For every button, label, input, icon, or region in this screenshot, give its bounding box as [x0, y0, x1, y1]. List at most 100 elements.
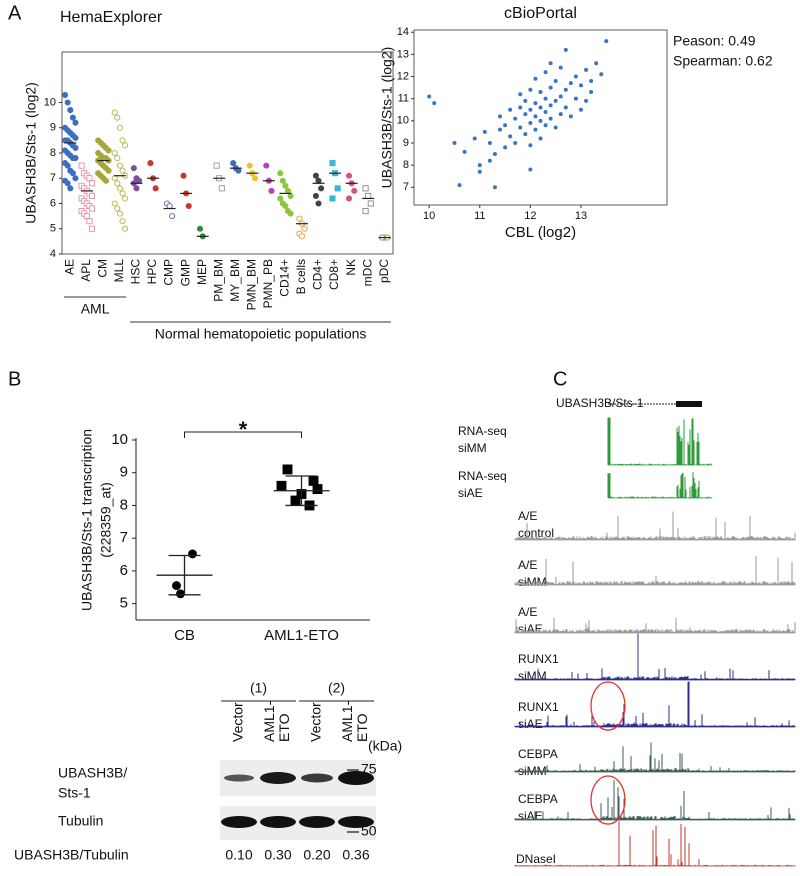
blot-band — [260, 816, 296, 828]
y-tick-label: 9 — [403, 137, 409, 149]
data-point — [558, 65, 563, 70]
blot-band — [221, 816, 257, 828]
blot-lane-label: AML1- — [339, 700, 355, 742]
y-tick-label: 10 — [111, 431, 128, 448]
data-point — [169, 213, 176, 220]
data-point — [122, 195, 129, 202]
data-point — [563, 105, 568, 110]
data-point — [543, 70, 548, 75]
signal-track — [514, 821, 796, 866]
data-point — [287, 192, 294, 199]
track-label: A/E — [518, 558, 537, 572]
blot-row-label: Tubulin — [58, 813, 103, 829]
x-tick-label: CB — [174, 627, 195, 644]
y-tick-label: 10 — [397, 115, 409, 127]
gene-exons — [676, 401, 702, 407]
data-point — [548, 85, 553, 90]
track-label: RNA-seq — [458, 469, 507, 483]
blot-lane-label: ETO — [354, 713, 370, 742]
x-tick-label: CM — [96, 259, 110, 278]
data-point — [568, 81, 573, 86]
y-tick-label: 7 — [120, 529, 128, 546]
data-point — [533, 114, 538, 119]
data-point — [64, 162, 71, 169]
x-tick-label: AML1-ETO — [264, 627, 339, 644]
track-label: A/E — [518, 605, 537, 619]
x-tick-label: MLL — [112, 259, 126, 283]
signal-track — [514, 617, 796, 633]
data-point — [111, 175, 118, 182]
data-point — [152, 185, 159, 192]
data-point — [573, 74, 578, 79]
data-point — [263, 162, 270, 169]
track-label: siAE — [518, 717, 543, 731]
x-tick-label: PM_BM — [211, 259, 225, 302]
data-point — [503, 145, 508, 150]
track-label: siAE — [518, 622, 543, 636]
track-label: siAE — [458, 486, 483, 500]
data-point — [67, 185, 74, 192]
data-point — [563, 47, 568, 52]
blot-row-label: UBASH3B/ — [58, 765, 127, 781]
data-point — [518, 105, 523, 110]
data-point — [329, 195, 336, 202]
track-label: siMM — [518, 669, 547, 683]
panel-label: B — [8, 368, 21, 390]
data-point — [102, 177, 110, 184]
panel-label: C — [553, 368, 567, 390]
y-tick-label: 12 — [397, 70, 409, 82]
data-point — [116, 124, 123, 131]
data-point — [345, 172, 353, 179]
data-point — [528, 87, 533, 92]
data-point — [111, 109, 118, 116]
data-point — [543, 109, 548, 114]
blot-unit: (kDa) — [368, 738, 402, 754]
data-point — [427, 94, 432, 99]
data-point — [218, 185, 225, 192]
blot-band — [301, 773, 333, 783]
x-tick-label: 12 — [524, 210, 536, 222]
data-point — [351, 187, 358, 194]
y-tick-label: 6 — [120, 562, 128, 579]
data-point — [114, 205, 121, 212]
x-tick-label: CD8+ — [327, 259, 341, 290]
data-point — [523, 112, 528, 117]
data-point — [553, 98, 558, 103]
y-axis-label: (228359_at) — [98, 482, 114, 558]
y-tick-label: 4 — [50, 248, 56, 260]
data-point — [116, 210, 123, 217]
data-point — [589, 90, 594, 95]
track-label: siMM — [518, 575, 547, 589]
x-tick-label: 11 — [474, 210, 485, 222]
data-point — [345, 195, 353, 202]
data-point — [578, 107, 583, 112]
data-point — [230, 160, 237, 167]
data-point — [492, 185, 497, 190]
y-tick-label: 5 — [50, 223, 56, 235]
blot-band — [338, 771, 374, 785]
data-point — [116, 185, 123, 192]
y-axis-label: UBASH3B/Sts-1 transcription — [79, 429, 95, 611]
data-point — [558, 112, 563, 117]
ratio-label: UBASH3B/Tubulin — [14, 847, 129, 863]
data-point — [315, 200, 322, 207]
signal-track — [607, 417, 713, 465]
data-point — [518, 125, 523, 130]
data-point — [329, 160, 336, 167]
data-point — [503, 123, 508, 128]
data-point — [130, 165, 137, 172]
ratio-value: 0.30 — [264, 847, 291, 863]
signal-track — [514, 681, 796, 727]
x-tick-label: 10 — [423, 210, 435, 222]
signal-track — [514, 556, 796, 585]
y-tick-label: 11 — [398, 93, 409, 105]
data-point — [114, 114, 121, 121]
significance-bracket — [184, 431, 302, 438]
blot-lane-label: AML1- — [261, 700, 277, 742]
data-point — [548, 103, 553, 108]
data-point — [543, 123, 548, 128]
data-point — [83, 213, 90, 220]
data-point — [365, 192, 372, 199]
data-point — [543, 96, 548, 101]
data-point — [452, 140, 457, 145]
